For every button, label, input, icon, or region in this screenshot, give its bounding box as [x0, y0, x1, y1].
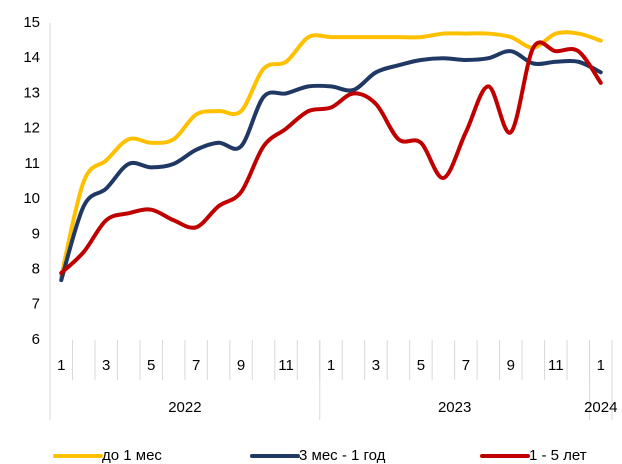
x-tick-label: 1 [597, 357, 605, 374]
x-tick-label: 7 [462, 357, 470, 374]
x-tick-label: 11 [278, 357, 294, 374]
y-tick-label: 6 [32, 331, 40, 348]
line-series [59, 49, 603, 283]
y-tick-label: 12 [23, 120, 40, 137]
y-tick-label: 11 [24, 155, 40, 172]
x-tick-label: 1 [327, 357, 335, 374]
y-tick-label: 7 [32, 296, 40, 313]
x-tick-label: 9 [237, 357, 245, 374]
x-group-label: 2023 [438, 399, 471, 416]
line-series [59, 30, 603, 279]
legend-label: 1 - 5 лет [529, 447, 587, 464]
x-tick-label: 3 [372, 357, 380, 374]
y-tick-label: 13 [23, 84, 40, 101]
y-tick-label: 10 [23, 190, 40, 207]
y-tick-label: 9 [32, 225, 40, 242]
x-tick-label: 5 [417, 357, 425, 374]
x-tick-label: 5 [147, 357, 155, 374]
x-tick-label: 1 [57, 357, 65, 374]
x-tick-label: 9 [507, 357, 515, 374]
x-group-label: 2022 [168, 399, 201, 416]
x-tick-label: 3 [102, 357, 110, 374]
y-tick-label: 14 [23, 49, 40, 66]
line-series [59, 40, 603, 276]
y-tick-label: 8 [32, 261, 40, 278]
y-tick-label: 15 [23, 14, 40, 31]
legend-label: до 1 мес [102, 447, 162, 464]
x-tick-label: 11 [548, 357, 564, 374]
x-tick-label: 7 [192, 357, 200, 374]
legend-label: 3 мес - 1 год [299, 447, 386, 464]
x-group-label: 2024 [584, 399, 617, 416]
